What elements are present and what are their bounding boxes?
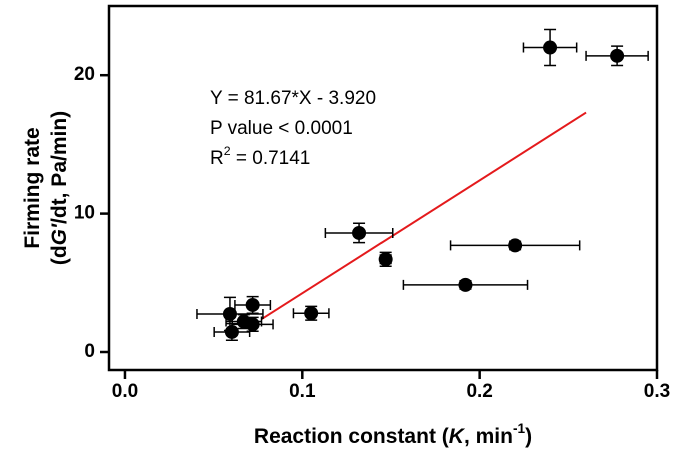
annotation: Y = 81.67*X - 3.920	[210, 88, 376, 109]
x-axis-label-part: -1	[513, 421, 526, 436]
point	[245, 317, 260, 332]
y-axis-label: (dG'/dt, Pa/min)	[48, 111, 71, 265]
y-axis-label-part: /dt, Pa/min)	[48, 111, 71, 224]
x-axis-label: Reaction constant (K, min-1)	[254, 421, 532, 447]
point	[304, 306, 319, 321]
annotation: P value < 0.0001	[210, 118, 353, 139]
y-tick-label: 20	[74, 64, 95, 85]
fit-line	[260, 111, 587, 321]
annotation-part: P value < 0.0001	[210, 118, 353, 139]
x-tick-label: 0.0	[112, 381, 138, 402]
y-tick-label: 10	[74, 203, 95, 224]
point	[458, 277, 473, 292]
y-axis-label: Firming rate	[21, 127, 44, 248]
point	[378, 252, 393, 267]
x-axis-label-part: )	[525, 425, 532, 448]
point	[245, 297, 260, 312]
y-axis-label-part: (d	[48, 245, 71, 265]
x-axis-label-part: Reaction constant (	[254, 425, 449, 448]
annotation-part: Y = 81.67*X - 3.920	[210, 88, 376, 109]
y-axis-label-part: Firming rate	[21, 127, 44, 248]
point	[508, 238, 523, 253]
x-axis-label-part: K	[449, 425, 466, 448]
y-axis-label-part: G'	[48, 223, 71, 245]
x-tick-label: 0.3	[644, 381, 670, 402]
x-tick-label: 0.2	[466, 381, 492, 402]
plot-frame	[107, 4, 659, 372]
annotation-part: = 0.7141	[231, 148, 311, 169]
annotation-part: 2	[224, 144, 231, 158]
point	[543, 40, 558, 55]
point	[610, 48, 625, 63]
point	[352, 225, 367, 240]
annotation: R2 = 0.7141	[210, 144, 310, 169]
point	[224, 324, 239, 339]
annotation-part: R	[210, 148, 224, 169]
y-tick-label: 0	[84, 341, 95, 362]
x-tick-label: 0.1	[289, 381, 316, 402]
x-axis-label-part: , min	[464, 425, 513, 448]
